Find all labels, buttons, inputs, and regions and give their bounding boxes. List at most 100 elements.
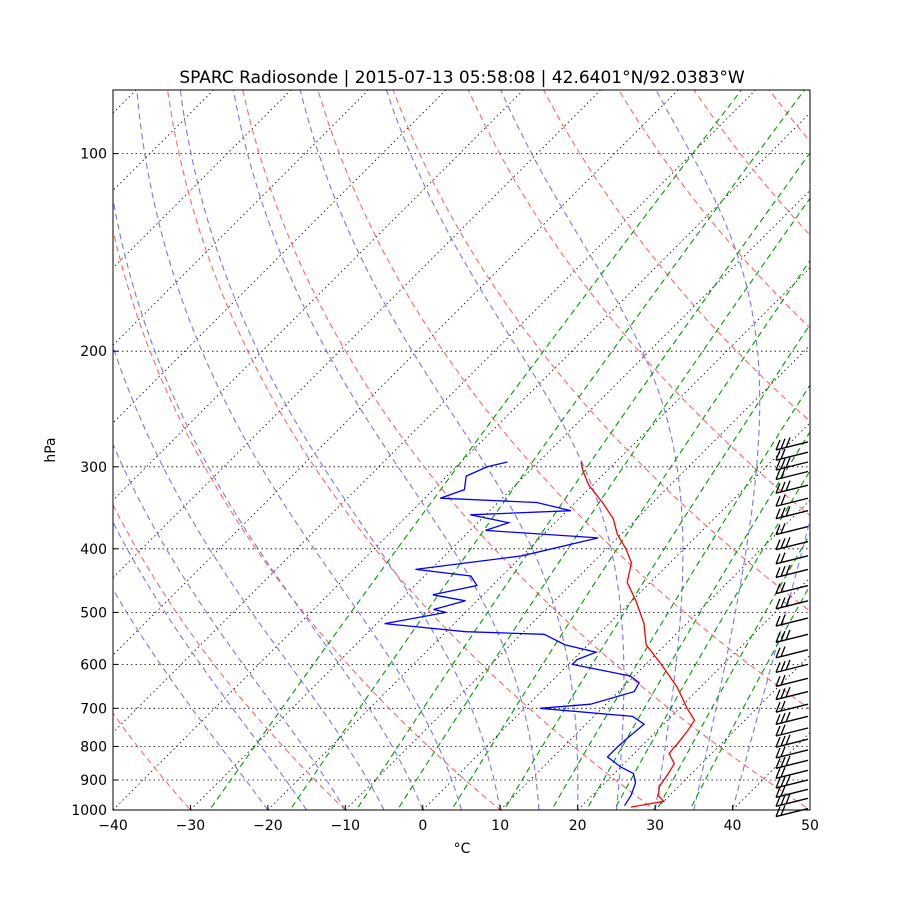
barb-staff <box>775 470 809 481</box>
barb-staff <box>775 738 809 748</box>
x-tick-label: −10 <box>331 818 361 834</box>
plot-frame <box>112 89 811 811</box>
barb-flag <box>785 755 791 767</box>
y-tick-label: 500 <box>80 605 107 621</box>
x-axis-ticks: −40 −30 −20 −10 0 10 20 30 40 50 <box>98 805 819 834</box>
barb-staff <box>775 703 809 713</box>
barb-flag <box>785 793 791 805</box>
wind-barb <box>775 629 809 644</box>
mixing-ratio-line <box>585 430 810 810</box>
x-tick-label: −40 <box>98 818 128 834</box>
x-tick-label: 40 <box>724 818 742 834</box>
x-tick-label: 10 <box>491 818 509 834</box>
barb-staff <box>775 715 809 726</box>
dry-adiabat <box>113 503 347 810</box>
isotherm <box>345 344 810 810</box>
barb-flag <box>785 437 791 448</box>
barb-flag <box>780 724 786 736</box>
isotherm <box>267 267 810 810</box>
barb-staff <box>775 727 809 737</box>
wind-barb <box>775 724 809 737</box>
barb-flag <box>780 785 786 797</box>
wind-barb <box>775 775 809 789</box>
barb-flag <box>775 806 781 817</box>
barb-flag <box>785 629 791 641</box>
wind-barb <box>775 506 809 520</box>
barb-flag <box>780 448 786 460</box>
barb-flag <box>775 508 781 519</box>
isotherm <box>113 90 524 501</box>
y-tick-label: 100 <box>80 147 107 163</box>
wind-barb <box>775 552 809 565</box>
barb-flag <box>775 777 781 789</box>
barb-flag <box>780 538 786 549</box>
barb-staff <box>775 568 809 579</box>
y-tick-label: 700 <box>80 701 107 717</box>
barb-flag <box>780 735 786 747</box>
barb-staff <box>775 690 809 701</box>
barb-flag <box>780 458 786 470</box>
barb-staff <box>775 769 809 779</box>
moist-adiabat <box>113 588 269 810</box>
barb-staff <box>775 584 809 595</box>
isotherm <box>887 90 900 810</box>
barb-flag <box>780 766 786 778</box>
moist-adiabat <box>655 90 761 810</box>
wind-barb <box>775 785 809 798</box>
wind-barb <box>775 494 809 507</box>
barb-flag <box>775 725 781 737</box>
y-tick-label: 900 <box>80 773 107 789</box>
barb-flag <box>785 711 791 723</box>
moist-adiabat <box>299 90 579 810</box>
wind-barb <box>775 746 809 759</box>
isotherm <box>422 422 810 810</box>
dry-adiabat <box>467 90 810 517</box>
barb-staff <box>775 525 809 536</box>
barb-flag <box>785 536 791 548</box>
moist-adiabat <box>113 443 346 810</box>
wind-barb <box>775 686 809 701</box>
barb-flag <box>780 438 786 450</box>
isotherm <box>113 90 756 734</box>
barb-flag <box>775 632 781 643</box>
dry-adiabat <box>113 228 502 810</box>
mixing-ratio-line <box>355 151 810 810</box>
temperature-line <box>580 461 696 808</box>
moist-adiabat <box>232 90 540 810</box>
y-tick-label: 1000 <box>71 803 107 819</box>
barb-flag <box>785 596 791 607</box>
barb-flag <box>780 582 786 593</box>
barb-flag <box>780 507 786 518</box>
wind-barb <box>775 711 809 726</box>
barb-flag <box>780 597 786 608</box>
wind-barb <box>775 457 809 471</box>
wind-barb <box>775 437 809 451</box>
dry-adiabat <box>618 90 810 329</box>
barb-flag <box>780 688 786 699</box>
x-tick-label: 30 <box>646 818 664 834</box>
mixing-ratio-line <box>613 469 810 810</box>
mixing-ratio-line <box>208 90 742 810</box>
barb-flag <box>775 539 781 550</box>
moist-adiabat <box>113 345 385 810</box>
barb-staff <box>775 484 809 494</box>
moist-adiabat <box>179 90 501 810</box>
wind-barb <box>775 582 809 595</box>
dry-adiabat <box>693 90 810 236</box>
barb-flag <box>780 565 786 577</box>
x-tick-label: 0 <box>418 818 427 834</box>
isotherm <box>809 809 810 810</box>
mixing-ratio-line <box>396 197 810 810</box>
dewpoint-line <box>384 461 646 807</box>
barb-flag <box>780 776 786 788</box>
isotherm <box>499 499 810 810</box>
barb-flag <box>775 647 781 659</box>
mixing-ratio-line <box>656 532 810 810</box>
moist-adiabat <box>385 90 625 810</box>
wind-barb <box>775 468 809 481</box>
barb-flag <box>780 494 786 506</box>
barb-staff <box>775 633 809 644</box>
barb-flag <box>775 496 781 507</box>
dry-adiabat <box>317 90 810 710</box>
